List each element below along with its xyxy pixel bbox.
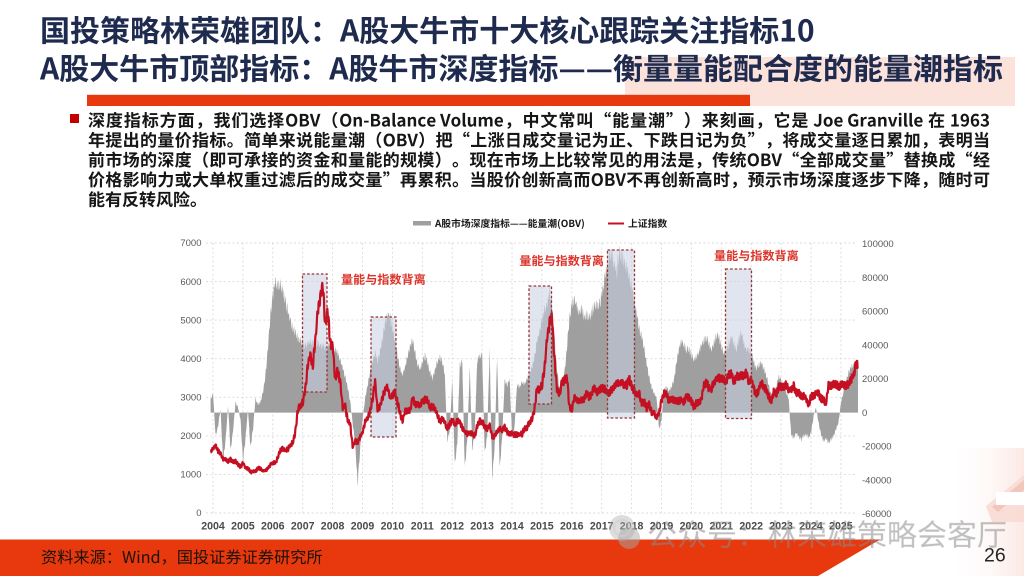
svg-text:40000: 40000 xyxy=(862,340,888,351)
svg-text:2008: 2008 xyxy=(321,521,345,533)
svg-text:3000: 3000 xyxy=(180,393,201,404)
svg-text:2004: 2004 xyxy=(201,521,225,533)
svg-text:2010: 2010 xyxy=(381,521,405,533)
svg-text:60000: 60000 xyxy=(862,307,888,318)
svg-text:-40000: -40000 xyxy=(862,475,892,486)
svg-text:2016: 2016 xyxy=(560,521,584,533)
svg-text:2005: 2005 xyxy=(231,521,255,533)
svg-text:0: 0 xyxy=(196,508,201,519)
svg-text:5000: 5000 xyxy=(180,315,201,326)
svg-text:2000: 2000 xyxy=(180,431,201,442)
svg-text:-20000: -20000 xyxy=(862,442,892,453)
svg-text:2024: 2024 xyxy=(799,521,823,533)
svg-text:-60000: -60000 xyxy=(862,509,892,520)
svg-text:2015: 2015 xyxy=(530,521,554,533)
svg-text:2022: 2022 xyxy=(739,521,763,533)
svg-text:4000: 4000 xyxy=(180,354,201,365)
svg-text:2017: 2017 xyxy=(590,521,614,533)
svg-text:26: 26 xyxy=(984,545,1006,567)
svg-text:2007: 2007 xyxy=(291,521,315,533)
svg-text:2014: 2014 xyxy=(500,521,524,533)
svg-text:2009: 2009 xyxy=(351,521,375,533)
svg-text:100000: 100000 xyxy=(862,239,894,250)
svg-text:2013: 2013 xyxy=(470,521,494,533)
svg-text:6000: 6000 xyxy=(180,277,201,288)
svg-text:1000: 1000 xyxy=(180,470,201,481)
svg-text:80000: 80000 xyxy=(862,273,888,284)
svg-text:20000: 20000 xyxy=(862,374,888,385)
svg-text:7000: 7000 xyxy=(180,238,201,249)
svg-text:2006: 2006 xyxy=(261,521,285,533)
svg-text:2011: 2011 xyxy=(411,521,434,533)
svg-text:2012: 2012 xyxy=(440,521,464,533)
svg-text:0: 0 xyxy=(862,408,867,419)
